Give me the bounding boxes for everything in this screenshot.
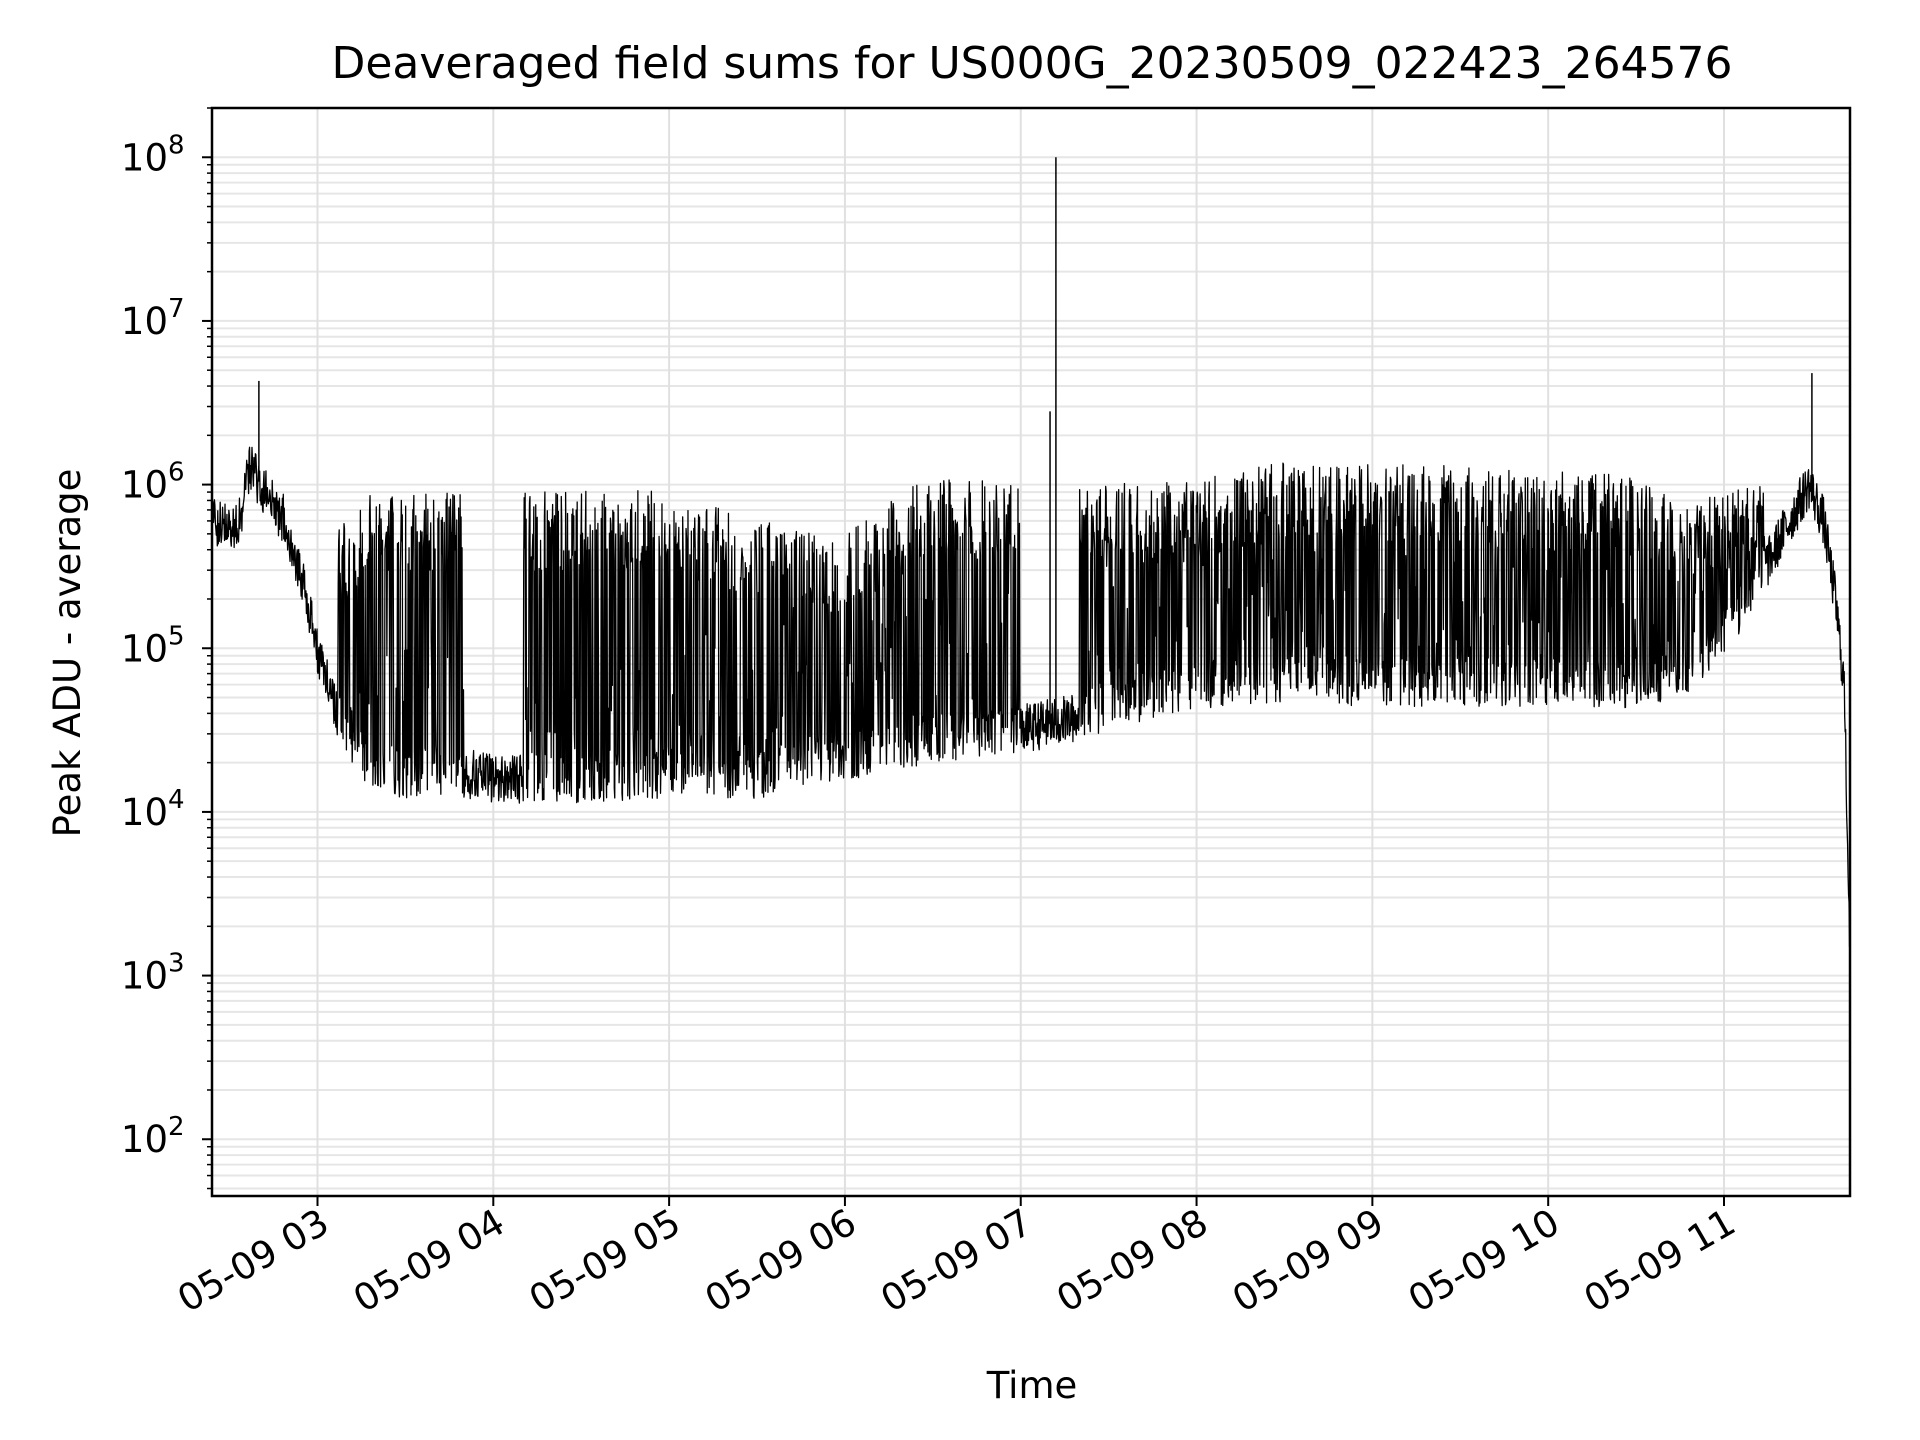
y-tick-label: 10 xyxy=(121,791,168,834)
y-axis-label: Peak ADU - average xyxy=(46,469,89,838)
y-tick-label: 10 xyxy=(121,464,168,507)
y-tick-exponent: 6 xyxy=(168,458,185,488)
y-tick-exponent: 5 xyxy=(168,621,185,651)
y-tick-exponent: 8 xyxy=(168,130,185,160)
y-tick-exponent: 3 xyxy=(168,949,185,979)
x-tick-label: 05-09 10 xyxy=(1401,1201,1567,1321)
y-tick-label: 10 xyxy=(121,136,168,179)
data-line xyxy=(211,446,1851,951)
plot-frame xyxy=(210,106,1852,1198)
x-tick-label: 05-09 07 xyxy=(874,1201,1040,1321)
y-tick-label: 10 xyxy=(121,627,168,670)
y-tick-exponent: 7 xyxy=(168,294,185,324)
x-axis-label: Time xyxy=(986,1364,1078,1407)
y-tick-exponent: 4 xyxy=(168,785,185,815)
y-tick-exponent: 2 xyxy=(168,1112,185,1142)
x-tick-label: 05-09 03 xyxy=(170,1201,336,1321)
x-tick-label: 05-09 05 xyxy=(522,1201,688,1321)
y-tick-label: 10 xyxy=(121,955,168,998)
chart-title: Deaveraged field sums for US000G_2023050… xyxy=(331,38,1732,89)
x-tick-label: 05-09 06 xyxy=(698,1201,864,1321)
plot-series xyxy=(211,157,1851,951)
x-tick-label: 05-09 09 xyxy=(1225,1201,1391,1321)
x-tick-label: 05-09 08 xyxy=(1049,1201,1215,1321)
x-tick-label: 05-09 11 xyxy=(1577,1201,1743,1321)
y-tick-label: 10 xyxy=(121,300,168,343)
x-tick-label: 05-09 04 xyxy=(346,1201,512,1321)
y-tick-label: 10 xyxy=(121,1118,168,1161)
